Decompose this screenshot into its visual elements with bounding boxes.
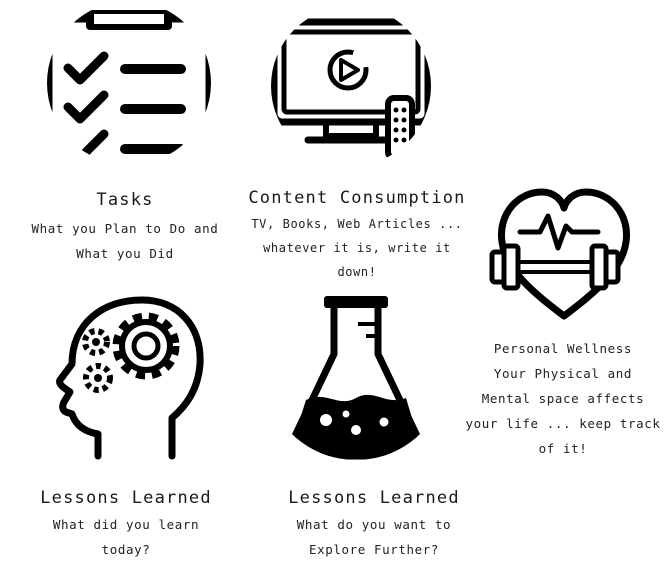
- card-title: Tasks: [96, 190, 154, 210]
- card-lessons-learned-explore: Lessons Learned What do you want to Expl…: [268, 488, 480, 562]
- card-description: What do you want to Explore Further?: [296, 517, 452, 557]
- card-title: Personal Wellness: [493, 341, 633, 356]
- card-title: Lessons Learned: [288, 488, 460, 508]
- card-title: Content Consumption: [248, 188, 466, 208]
- tv-remote-icon: [268, 14, 434, 174]
- card-description: Your Physical and Mental space affects y…: [465, 366, 661, 456]
- card-lessons-learned-today: Lessons Learned What did you learn today…: [20, 488, 232, 562]
- head-gears-icon: [46, 294, 206, 464]
- card-description: What did you learn today?: [52, 517, 200, 557]
- card-content-consumption: Content Consumption TV, Books, Web Artic…: [242, 188, 472, 284]
- heart-dumbbell-icon: [478, 186, 650, 326]
- checklist-icon: [44, 8, 214, 168]
- flask-icon: [286, 290, 426, 460]
- card-tasks: Tasks What you Plan to Do and What you D…: [20, 190, 230, 266]
- card-description: What you Plan to Do and What you Did: [31, 221, 219, 261]
- card-personal-wellness: Personal Wellness Your Physical and Ment…: [458, 336, 668, 461]
- card-title: Lessons Learned: [40, 488, 212, 508]
- card-description: TV, Books, Web Articles ... whatever it …: [251, 217, 463, 279]
